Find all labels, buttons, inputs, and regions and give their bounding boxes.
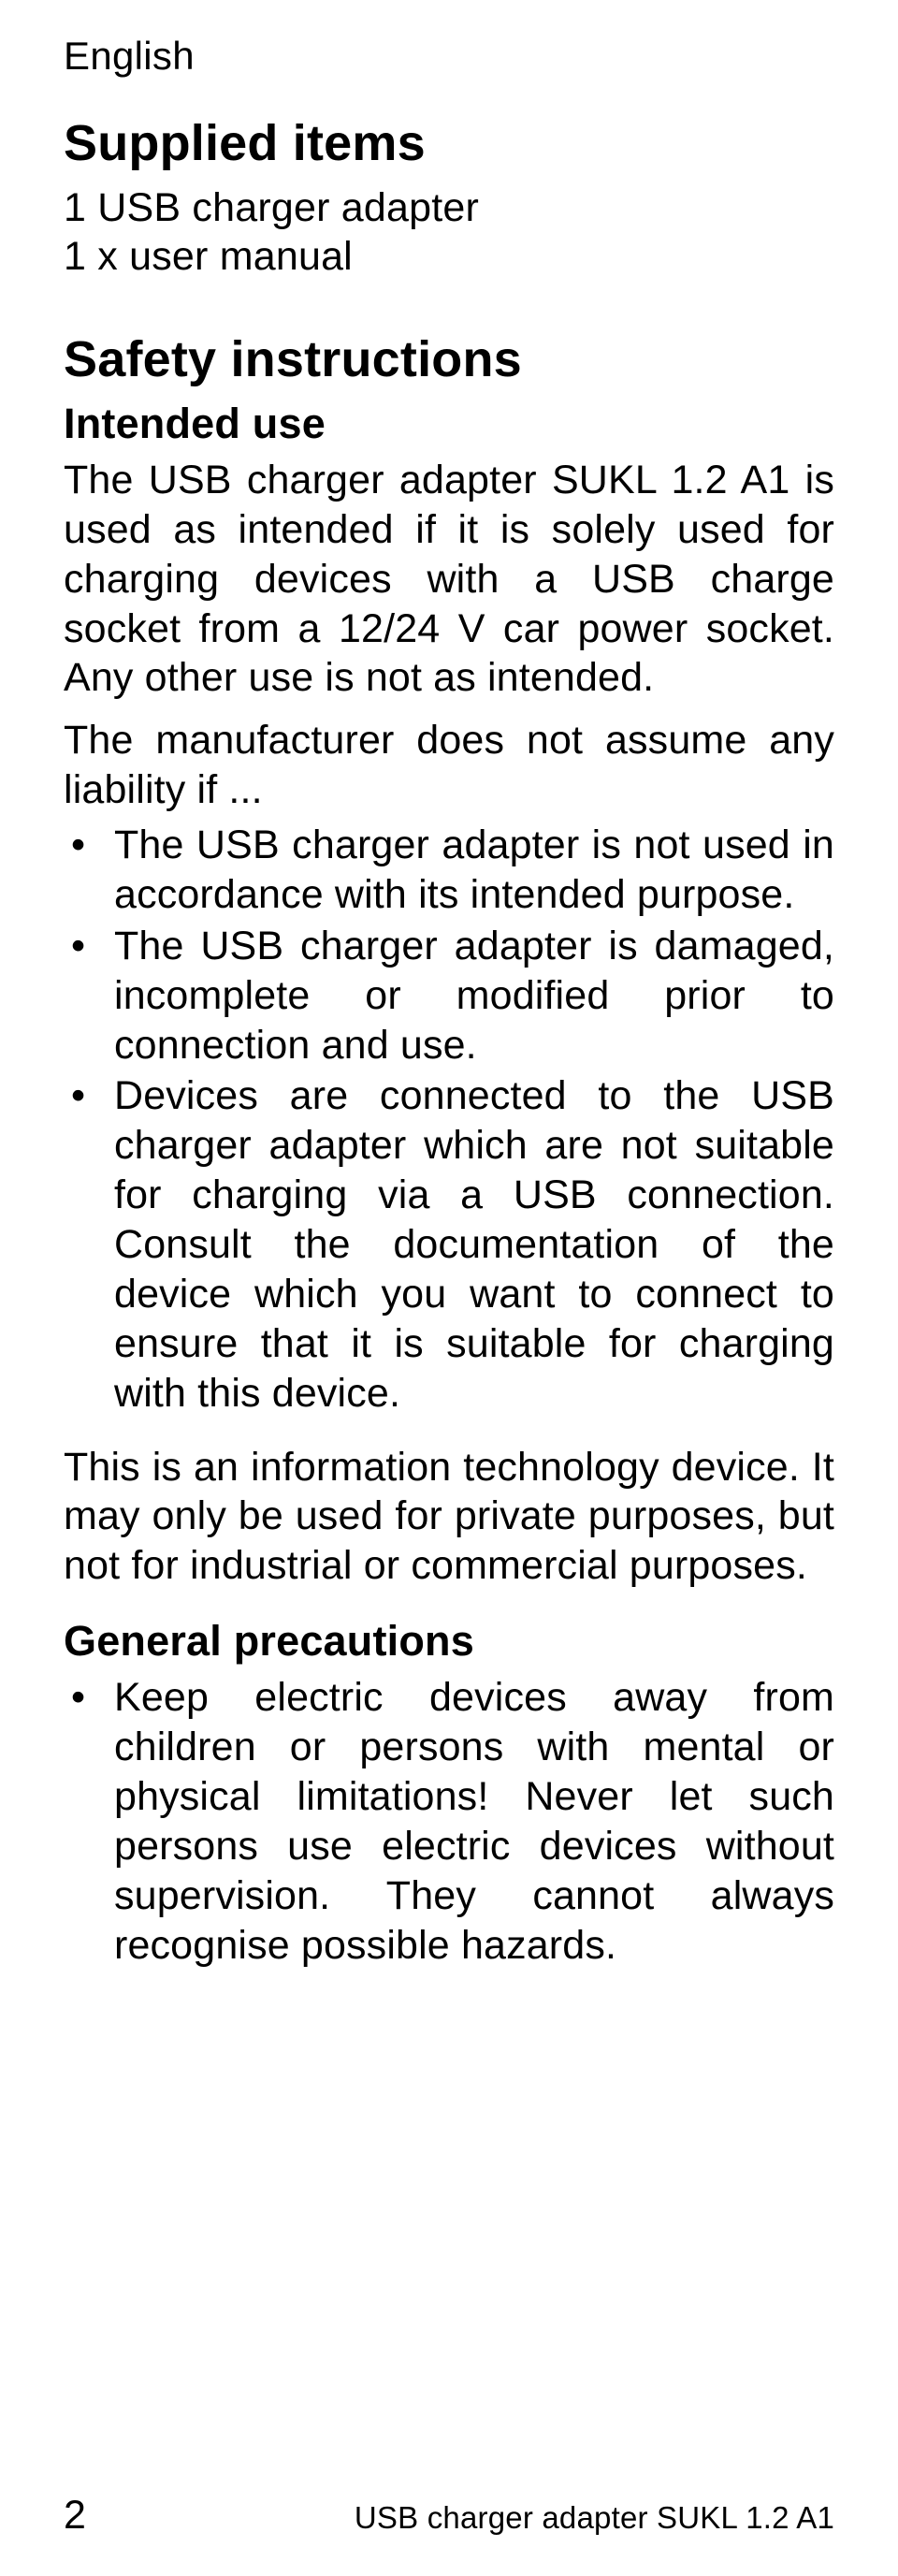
supplied-item-line: 1 x user manual (64, 232, 834, 281)
precautions-bullet-item: Keep electric devices away from children… (64, 1673, 834, 1970)
supplied-items-heading: Supplied items (64, 114, 834, 172)
general-precautions-subheading: General precautions (64, 1617, 834, 1666)
safety-instructions-heading: Safety instructions (64, 330, 834, 388)
document-id: USB charger adapter SUKL 1.2 A1 (355, 2500, 834, 2536)
language-label: English (64, 34, 834, 79)
liability-bullet-item: The USB charger adapter is not used in a… (64, 821, 834, 920)
intended-use-subheading: Intended use (64, 400, 834, 448)
info-tech-paragraph: This is an information technology device… (64, 1443, 834, 1592)
page-number: 2 (64, 2493, 86, 2539)
liability-bullet-list: The USB charger adapter is not used in a… (64, 821, 834, 1419)
intended-use-paragraph: The USB charger adapter SUKL 1.2 A1 is u… (64, 456, 834, 703)
precautions-bullet-list: Keep electric devices away from children… (64, 1673, 834, 1970)
supplied-item-line: 1 USB charger adapter (64, 183, 834, 232)
liability-bullet-item: The USB charger adapter is damaged, inco… (64, 922, 834, 1070)
liability-paragraph: The manufacturer does not assume any lia… (64, 716, 834, 815)
liability-bullet-item: Devices are connected to the USB charger… (64, 1071, 834, 1418)
page-footer: 2 USB charger adapter SUKL 1.2 A1 (64, 2493, 834, 2539)
